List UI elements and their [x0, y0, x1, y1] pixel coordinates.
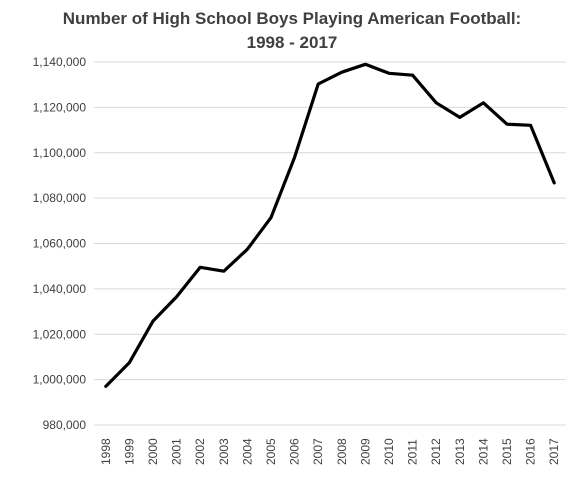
- x-tick-label: 2003: [217, 438, 231, 465]
- x-tick-label: 2011: [406, 439, 420, 465]
- chart-title-line-2: 1998 - 2017: [247, 33, 338, 52]
- y-tick-label: 1,020,000: [33, 327, 87, 341]
- x-tick-label: 2006: [288, 438, 302, 465]
- y-tick-label: 1,060,000: [33, 237, 87, 251]
- x-tick-label: 1998: [99, 438, 113, 465]
- x-tick-label: 2015: [500, 438, 514, 465]
- x-tick-label: 2002: [193, 438, 207, 465]
- x-tick-label: 2017: [547, 438, 561, 465]
- x-tick-label: 2005: [264, 438, 278, 465]
- x-tick-label: 2001: [170, 438, 184, 465]
- x-tick-label: 2008: [335, 438, 349, 465]
- x-tick-label: 2016: [524, 438, 538, 465]
- y-tick-label: 1,100,000: [33, 146, 87, 160]
- x-tick-label: 2014: [476, 438, 490, 465]
- series-line: [106, 64, 554, 386]
- y-tick-label: 980,000: [43, 418, 87, 432]
- y-tick-label: 1,040,000: [33, 282, 87, 296]
- series-group: [106, 64, 554, 386]
- x-tick-label: 2007: [311, 438, 325, 465]
- chart-title-line-1: Number of High School Boys Playing Ameri…: [63, 9, 521, 28]
- y-tick-label: 1,140,000: [33, 55, 87, 69]
- y-tick-label: 1,000,000: [33, 373, 87, 387]
- gridlines: [94, 62, 566, 425]
- x-axis-tick-labels: 1998 1999 2000 2001 2002 2003 2004 2005 2006 2007…: [99, 438, 561, 465]
- y-axis-tick-labels: 980,000 1,000,000 1,020,000 1,040,000 1,060,…: [33, 55, 87, 432]
- y-tick-label: 1,120,000: [33, 100, 87, 114]
- x-tick-label: 1999: [122, 438, 136, 465]
- x-tick-label: 2000: [146, 438, 160, 465]
- x-tick-label: 2010: [382, 438, 396, 465]
- x-tick-label: 2012: [429, 438, 443, 465]
- chart-title: Number of High School Boys Playing Ameri…: [63, 9, 521, 52]
- y-tick-label: 1,080,000: [33, 191, 87, 205]
- x-tick-label: 2013: [453, 438, 467, 465]
- x-tick-label: 2009: [358, 438, 372, 465]
- x-tick-label: 2004: [240, 438, 254, 465]
